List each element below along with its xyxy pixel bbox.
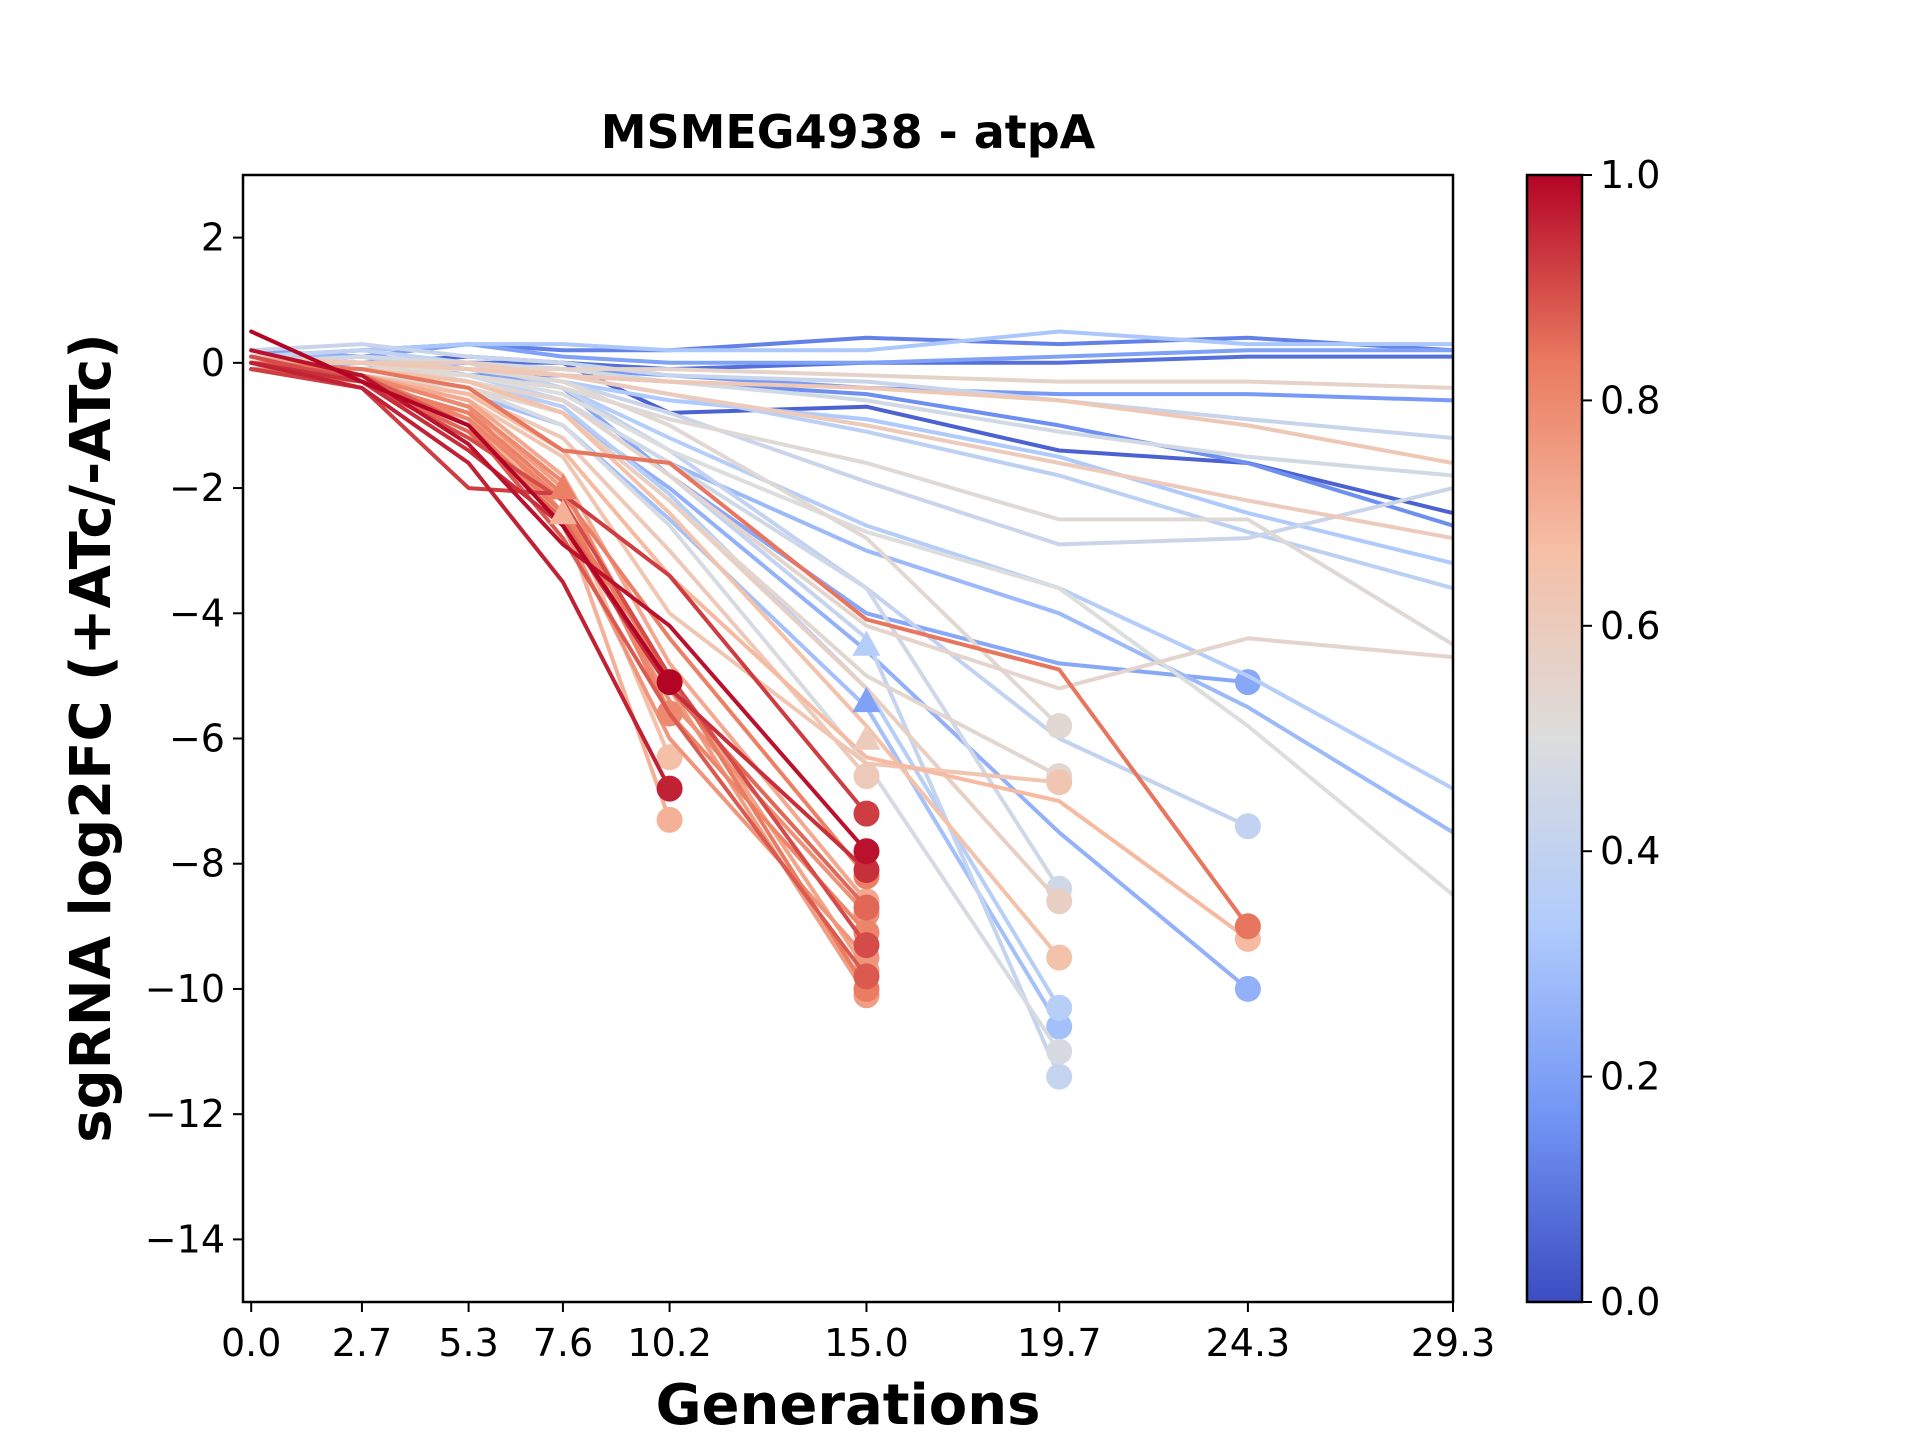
series-line-15 — [249, 348, 1250, 829]
y-axis-label: sgRNA log2FC (+ATc/-ATc) — [59, 333, 124, 1143]
series-line-35 — [249, 360, 1250, 941]
series-line-22 — [249, 360, 1453, 897]
colorbar-ticks: 0.0 0.2 0.4 0.6 0.8 1.0 — [1582, 153, 1660, 1324]
series-end-marker-24 — [1046, 713, 1073, 739]
series-end-marker-34 — [656, 744, 683, 771]
x-tick-label-4: 10.2 — [627, 1321, 712, 1365]
x-tick-label-5: 15.0 — [824, 1321, 909, 1365]
y-tick-label-7: −12 — [145, 1092, 225, 1136]
x-tick-label-3: 7.6 — [533, 1321, 593, 1365]
series-end-marker-51 — [853, 857, 880, 883]
triangle-marker-0 — [548, 474, 577, 500]
series-line-45 — [249, 360, 869, 991]
series-end-marker-21 — [1046, 1038, 1073, 1065]
series-end-marker-47 — [853, 894, 880, 921]
x-tick-label-0: 0.0 — [221, 1321, 281, 1365]
triangle-marker-3 — [852, 686, 881, 713]
series-line-51 — [249, 360, 869, 872]
triangle-marker-4 — [852, 724, 881, 750]
series-end-marker-16 — [1046, 1063, 1073, 1090]
x-tick-label-2: 5.3 — [438, 1321, 498, 1365]
series-end-marker-13 — [1046, 994, 1073, 1021]
colorbar-tick-label-2: 0.4 — [1600, 829, 1660, 873]
series-line-46 — [249, 360, 1250, 929]
x-tick-label-1: 2.7 — [332, 1321, 392, 1365]
y-tick-label-5: −8 — [169, 842, 225, 886]
colorbar-tick-label-4: 0.8 — [1600, 378, 1660, 422]
series-line-31 — [249, 360, 1453, 465]
series-end-marker-33 — [1046, 944, 1073, 971]
series-end-marker-53 — [853, 838, 880, 865]
series-end-marker-9 — [1046, 1013, 1073, 1040]
y-tick-label-6: −10 — [145, 967, 225, 1011]
series-line-17 — [249, 342, 1453, 440]
series-end-marker-15 — [1234, 813, 1261, 840]
series-end-marker-7 — [1234, 975, 1261, 1002]
chart-title: MSMEG4938 - atpA — [601, 105, 1096, 159]
colorbar: 0.0 0.2 0.4 0.6 0.8 1.0 — [1525, 153, 1660, 1324]
series-end-marker-32 — [1046, 769, 1073, 796]
colorbar-gradient — [1525, 173, 1584, 1304]
series-line-5 — [249, 342, 1453, 365]
series-line-54 — [249, 329, 672, 685]
series-line-29 — [249, 354, 1453, 541]
colorbar-tick-label-5: 1.0 — [1600, 153, 1660, 197]
colorbar-tick-label-0: 0.0 — [1600, 1280, 1660, 1324]
y-tick-label-0: 2 — [201, 216, 225, 260]
y-axis: 2 0 −2 −4 −6 −8 −10 −12 −14 — [145, 216, 243, 1261]
x-tick-label-7: 24.3 — [1206, 1321, 1291, 1365]
series-line-26 — [249, 360, 1453, 691]
x-tick-label-8: 29.3 — [1411, 1321, 1496, 1365]
x-axis: 0.0 2.7 5.3 7.6 10.2 15.0 19.7 24.3 29.3 — [221, 1302, 1495, 1365]
series-layer — [249, 329, 1453, 1090]
series-end-marker-36 — [656, 806, 683, 833]
series-end-marker-48 — [853, 963, 880, 990]
y-tick-label-8: −14 — [145, 1217, 225, 1261]
series-end-marker-49 — [853, 932, 880, 959]
y-tick-label-2: −2 — [169, 466, 225, 510]
series-line-52 — [249, 360, 672, 791]
series-end-marker-54 — [656, 669, 683, 696]
x-axis-label: Generations — [656, 1373, 1041, 1438]
colorbar-tick-label-1: 0.2 — [1600, 1055, 1660, 1099]
x-tick-label-6: 19.7 — [1017, 1321, 1102, 1365]
triangle-marker-2 — [852, 630, 881, 656]
series-end-marker-50 — [853, 800, 880, 827]
series-end-marker-46 — [1234, 913, 1261, 940]
series-end-marker-52 — [656, 775, 683, 802]
y-tick-label-4: −6 — [169, 717, 225, 761]
series-end-marker-6 — [1234, 669, 1261, 696]
y-tick-label-1: 0 — [201, 341, 225, 385]
triangle-marker-1 — [548, 499, 577, 525]
series-line-40 — [249, 360, 869, 960]
colorbar-tick-label-3: 0.6 — [1600, 604, 1660, 648]
series-line-23 — [249, 354, 1453, 647]
series-end-marker-30 — [853, 763, 880, 790]
series-end-marker-28 — [1046, 888, 1073, 915]
y-tick-label-3: −4 — [169, 591, 225, 635]
